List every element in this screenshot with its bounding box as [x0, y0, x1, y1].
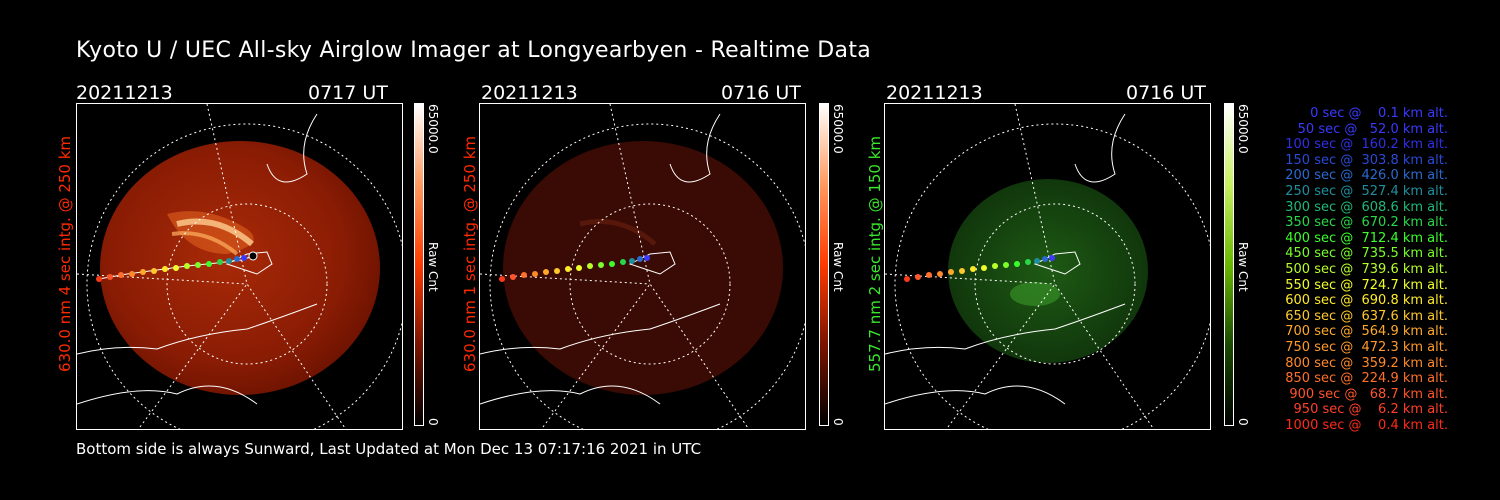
legend-row: 300 sec @ 608.6 km alt.: [1285, 199, 1448, 215]
legend-row: 0 sec @ 0.1 km alt.: [1310, 106, 1448, 121]
panel-2-image: [479, 103, 806, 430]
legend-row: 950 sec @ 6.2 km alt.: [1293, 402, 1448, 418]
panel-2-ylabel: 630.0 nm 1 sec intg. @ 250 km: [461, 135, 479, 372]
panel-1-date: 20211213: [76, 82, 173, 104]
panel-1-cbar-unit: Raw Cnt: [426, 242, 440, 292]
legend-row: 650 sec @ 637.6 km alt.: [1285, 308, 1448, 324]
legend-row: 100 sec @ 160.2 km alt.: [1285, 137, 1448, 153]
legend-row: 550 sec @ 724.7 km alt.: [1285, 277, 1448, 293]
panel-2-colorbar: [819, 103, 829, 426]
legend-row: 800 sec @ 359.2 km alt.: [1285, 355, 1448, 371]
panel-3-ylabel: 557.7 nm 2 sec intg. @ 150 km: [866, 135, 884, 372]
panel-2-cbar-max: 65000.0: [831, 104, 845, 154]
panel-2-date: 20211213: [481, 82, 578, 104]
panel-1-cbar-max: 65000.0: [426, 104, 440, 154]
legend-row: 750 sec @ 472.3 km alt.: [1285, 339, 1448, 355]
legend-row: 850 sec @ 224.9 km alt.: [1285, 371, 1448, 387]
panel-3-cbar-max: 65000.0: [1236, 104, 1250, 154]
panel-3-colorbar: [1224, 103, 1234, 426]
legend-row: 900 sec @ 68.7 km alt.: [1289, 386, 1448, 402]
panel-2-cbar-min: 0: [831, 418, 845, 426]
page-title: Kyoto U / UEC All-sky Airglow Imager at …: [76, 38, 872, 63]
panel-3-time: 0716 UT: [1126, 82, 1206, 104]
legend-row: 700 sec @ 564.9 km alt.: [1285, 324, 1448, 340]
legend-row: 1000 sec @ 0.4 km alt.: [1285, 417, 1448, 433]
trajectory-legend: 0 sec @ 0.1 km alt. 50 sec @ 52.0 km alt…: [1262, 106, 1448, 433]
panel-2-cbar-unit: Raw Cnt: [831, 242, 845, 292]
legend-row: 350 sec @ 670.2 km alt.: [1285, 215, 1448, 231]
legend-row: 150 sec @ 303.8 km alt.: [1285, 152, 1448, 168]
panel-3-cbar-min: 0: [1236, 418, 1250, 426]
panel-3-image: [884, 103, 1211, 430]
panel-1-colorbar: [414, 103, 424, 426]
legend-row: 400 sec @ 712.4 km alt.: [1285, 230, 1448, 246]
panel-2-time: 0716 UT: [721, 82, 801, 104]
panel-3-date: 20211213: [886, 82, 983, 104]
panel-1-time: 0717 UT: [308, 82, 388, 104]
legend-row: 250 sec @ 527.4 km alt.: [1285, 183, 1448, 199]
legend-row: 500 sec @ 739.6 km alt.: [1285, 261, 1448, 277]
legend-row: 50 sec @ 52.0 km alt.: [1297, 121, 1448, 137]
legend-row: 450 sec @ 735.5 km alt.: [1285, 246, 1448, 262]
panel-3-cbar-unit: Raw Cnt: [1236, 242, 1250, 292]
panel-1-image: [76, 103, 403, 430]
legend-row: 200 sec @ 426.0 km alt.: [1285, 168, 1448, 184]
panel-1-cbar-min: 0: [426, 418, 440, 426]
legend-row: 600 sec @ 690.8 km alt.: [1285, 293, 1448, 309]
panel-1-ylabel: 630.0 nm 4 sec intg. @ 250 km: [56, 135, 74, 372]
allsky-image: [948, 179, 1148, 363]
footer-note: Bottom side is always Sunward, Last Upda…: [76, 440, 702, 458]
